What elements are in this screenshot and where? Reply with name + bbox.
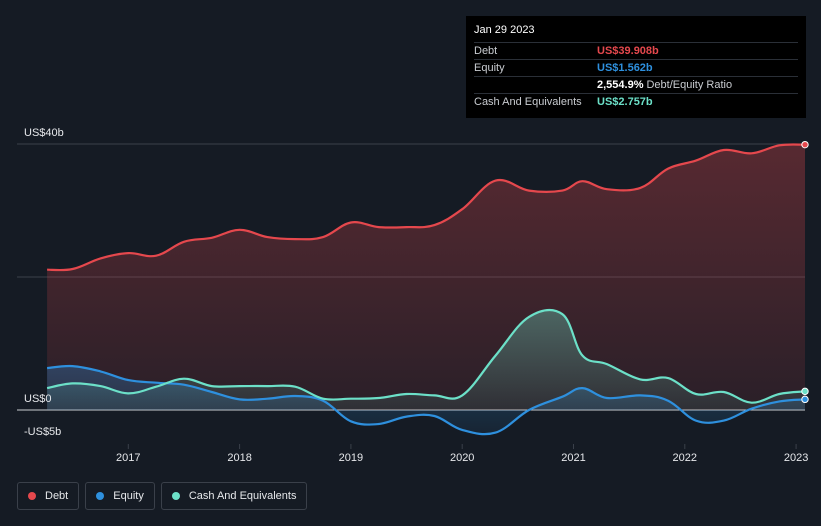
legend-label: Debt — [45, 490, 69, 502]
tooltip-value: US$1.562b — [597, 62, 653, 74]
tooltip-row-equity: Equity US$1.562b — [474, 59, 798, 76]
x-axis: 2017 2018 2019 2020 2021 2022 2023 — [116, 444, 808, 464]
tooltip-value: US$39.908b — [597, 45, 659, 57]
x-tick-label: 2020 — [450, 452, 474, 464]
legend-label: Equity — [113, 490, 144, 502]
end-marker-cash-and-equivalents — [801, 387, 809, 396]
tooltip-value: US$2.757b — [597, 96, 653, 108]
tooltip-panel: Jan 29 2023 Debt US$39.908b Equity US$1.… — [466, 16, 806, 118]
x-tick-label: 2017 — [116, 452, 140, 464]
end-marker-debt — [801, 140, 809, 149]
legend-dot-icon — [28, 492, 36, 500]
legend-dot-icon — [171, 492, 180, 500]
area-debt — [47, 144, 806, 410]
tooltip-label: Debt — [474, 45, 498, 57]
legend-dot-icon — [96, 492, 105, 500]
x-tick-label: 2021 — [561, 452, 585, 464]
area-cash-and-equivalents — [47, 310, 806, 410]
series-line-cash-and-equivalents — [46, 308, 806, 404]
legend-item-debt[interactable]: Debt — [17, 482, 80, 510]
tooltip-row-cash: Cash And Equivalents US$2.757b — [474, 93, 798, 110]
tooltip-ratio-label: Debt/Equity Ratio — [646, 79, 733, 91]
y-tick-label: US$40b — [24, 127, 64, 139]
x-tick-label: 2023 — [784, 452, 808, 464]
end-markers — [801, 140, 809, 404]
tooltip-date: Jan 29 2023 — [474, 24, 535, 36]
tooltip-row-debt: Debt US$39.908b — [474, 42, 798, 59]
tooltip-label: Cash And Equivalents — [474, 96, 582, 108]
end-marker-equity — [801, 395, 809, 404]
tooltip-row-ratio: 2,554.9% Debt/Equity Ratio — [474, 76, 798, 93]
series-areas — [47, 144, 806, 435]
series-line-equity — [46, 364, 806, 436]
legend-label: Cash And Equivalents — [188, 490, 297, 502]
y-tick-label: -US$5b — [24, 426, 61, 438]
y-axis: US$40b US$0 -US$5b — [24, 127, 64, 438]
legend-item-equity[interactable]: Equity — [85, 482, 155, 510]
chart-legend: Debt Equity Cash And Equivalents — [17, 482, 313, 510]
y-tick-label: US$0 — [24, 393, 52, 405]
x-tick-label: 2018 — [227, 452, 251, 464]
series-line-debt — [47, 143, 806, 272]
tooltip-value: 2,554.9% — [597, 79, 644, 91]
x-tick-label: 2019 — [339, 452, 363, 464]
legend-item-cash[interactable]: Cash And Equivalents — [160, 482, 308, 510]
x-tick-label: 2022 — [673, 452, 697, 464]
series-lines — [46, 143, 806, 436]
tooltip-label: Equity — [474, 62, 505, 74]
